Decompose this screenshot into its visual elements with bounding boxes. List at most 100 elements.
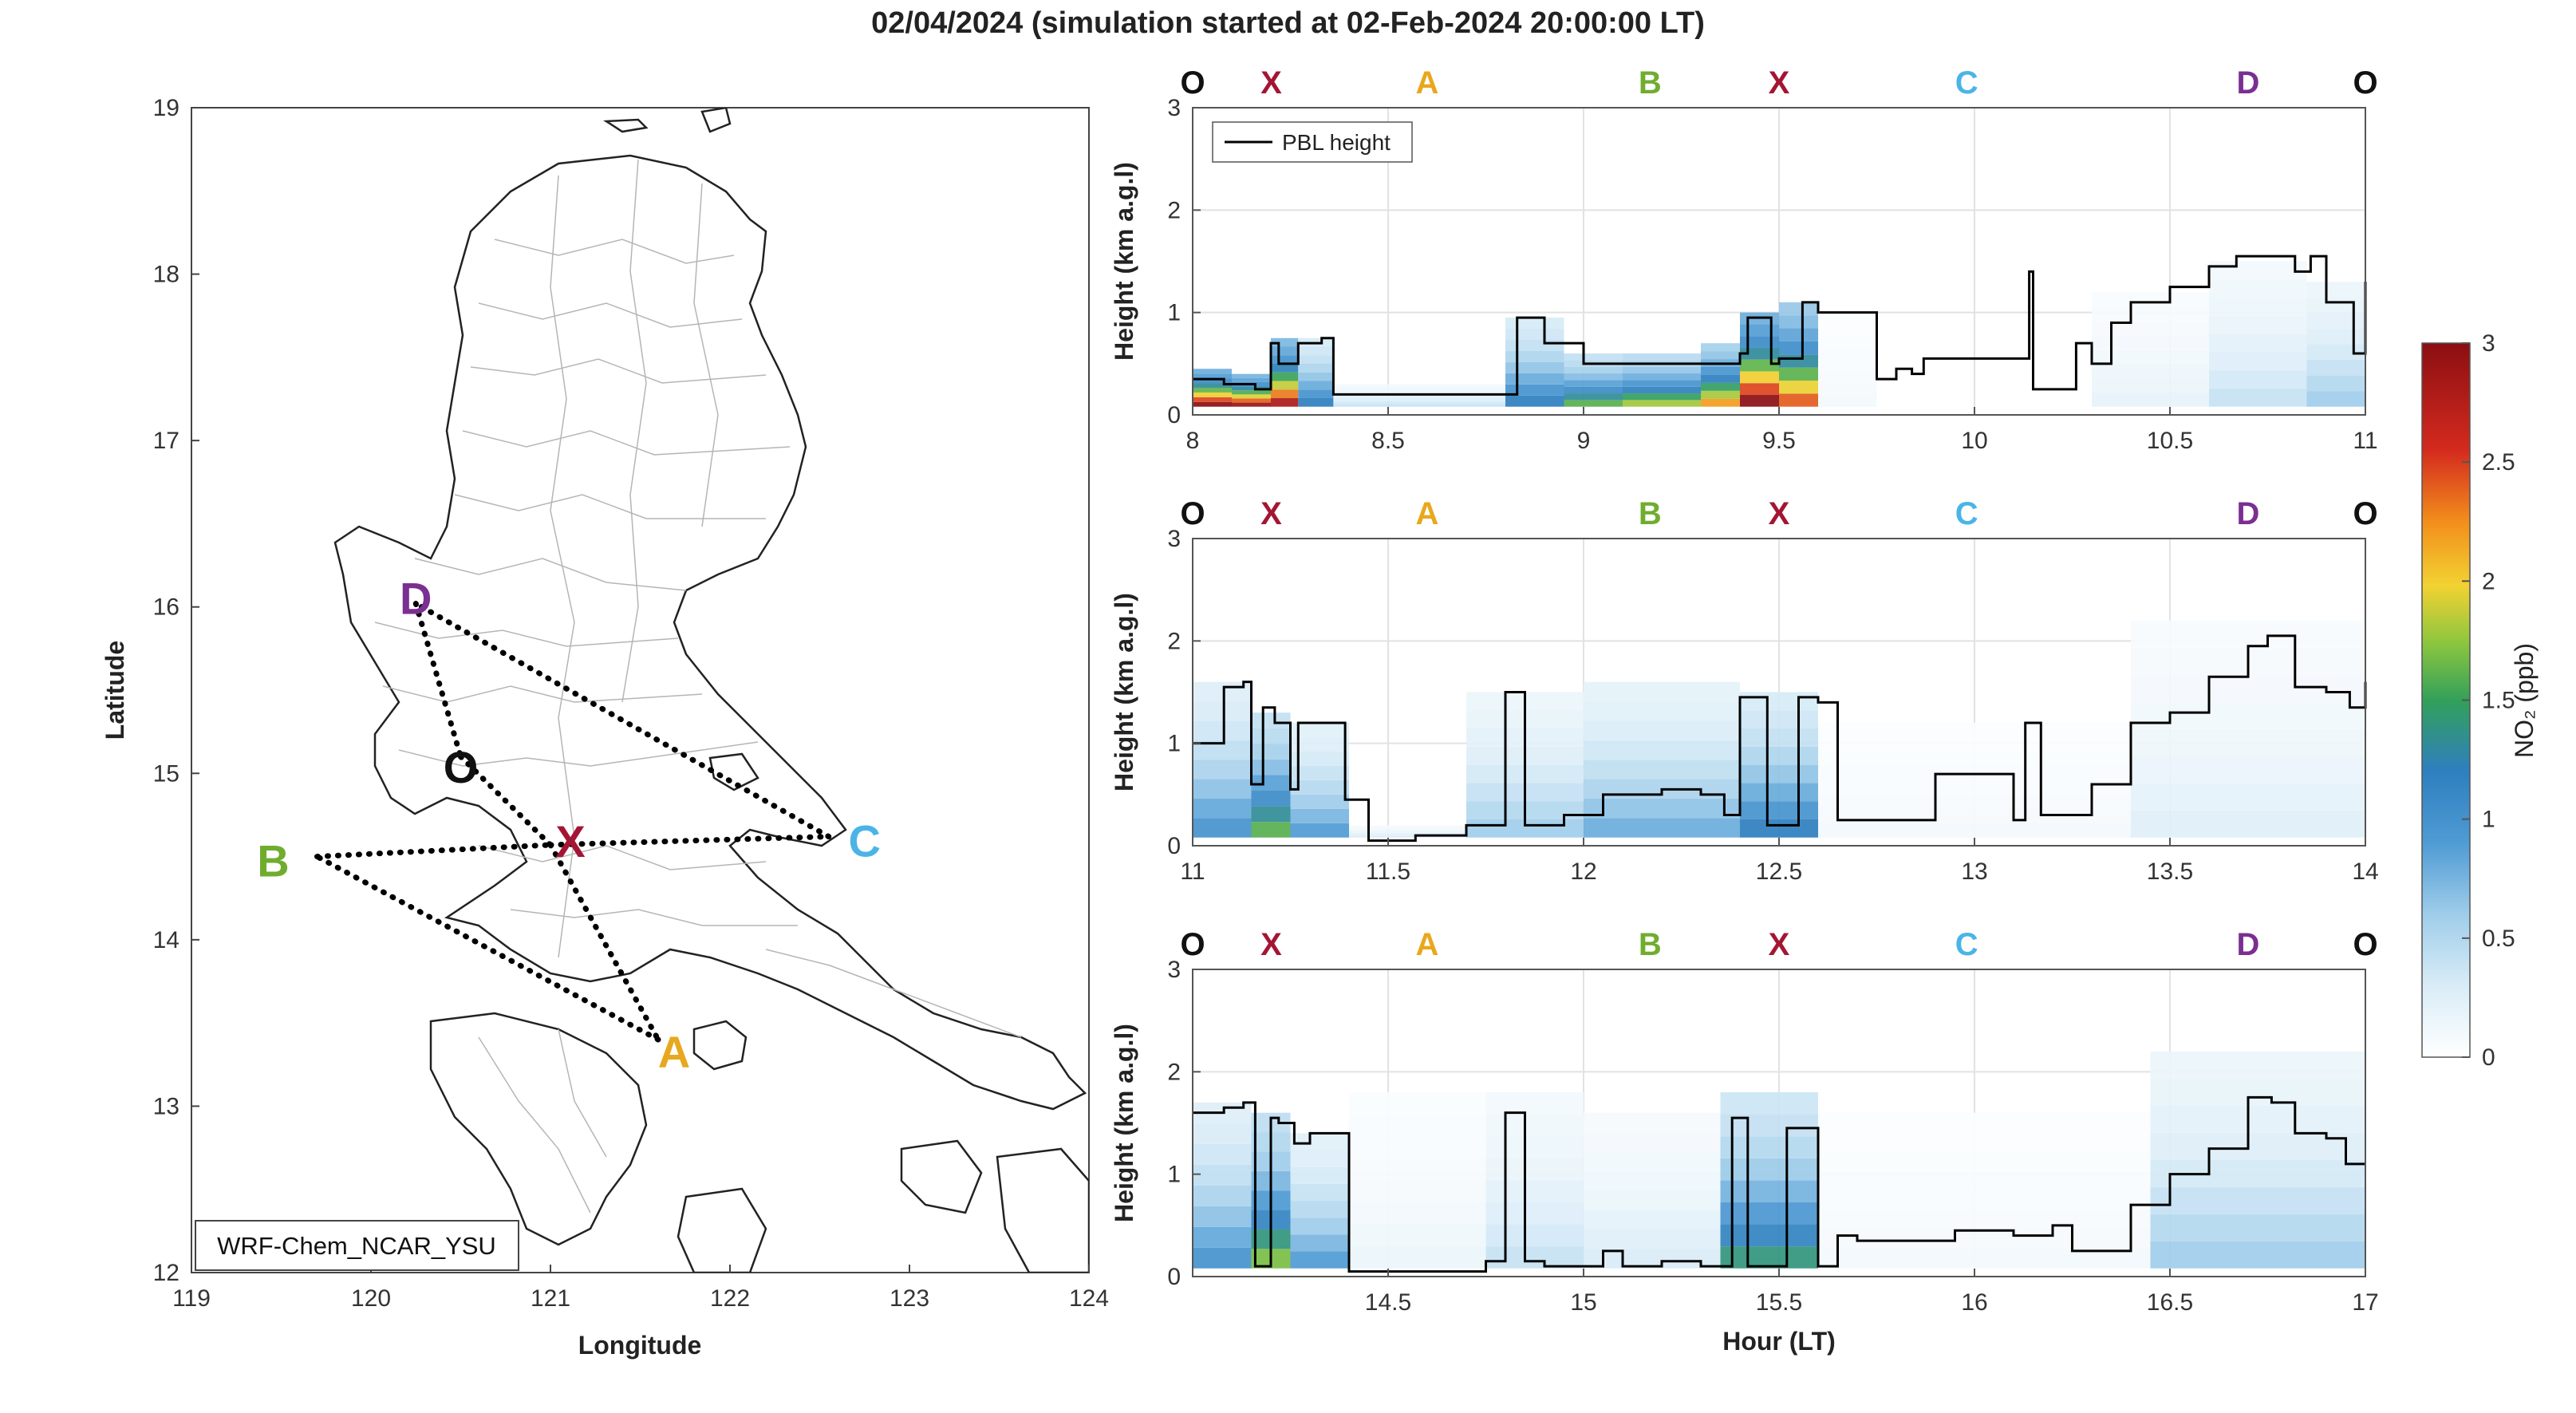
- no2-cell: [1349, 1092, 1486, 1115]
- y-tick-label: 3: [1167, 957, 1181, 983]
- route-label-C: C: [1955, 927, 1978, 962]
- no2-cell: [1818, 371, 1877, 384]
- x-tick-label: 9.5: [1762, 428, 1796, 454]
- no2-cell: [1818, 324, 1877, 337]
- no2-cell: [1193, 798, 1252, 819]
- no2-cell: [1818, 347, 1877, 360]
- no2-cell: [1584, 760, 1740, 780]
- no2-cell: [1290, 1218, 1349, 1235]
- y-tick-label: 2: [1167, 628, 1181, 654]
- no2-cell: [1720, 1246, 1818, 1269]
- no2-cell: [1564, 373, 1623, 381]
- route-segment: [458, 753, 554, 848]
- no2-cell: [1779, 302, 1818, 316]
- no2-cell: [1779, 328, 1818, 341]
- map-y-tick-label: 17: [153, 428, 179, 454]
- no2-cell: [2150, 1078, 2365, 1106]
- no2-cell: [1251, 791, 1291, 807]
- no2-cell: [1505, 318, 1564, 330]
- no2-cell: [1818, 1210, 2151, 1229]
- no2-cell: [1818, 336, 1877, 348]
- route-label-O: O: [1180, 65, 1205, 101]
- no2-cell: [2092, 292, 2209, 306]
- route-label-A: A: [1416, 927, 1439, 962]
- no2-cell: [1193, 1164, 1252, 1186]
- no2-cell: [1584, 1210, 1721, 1229]
- route-segment: [412, 601, 464, 760]
- no2-cell: [1701, 390, 1740, 399]
- no2-cell: [1584, 818, 1740, 838]
- no2-cell: [1193, 1247, 1252, 1269]
- no2-cell: [1290, 1166, 1349, 1184]
- no2-cell: [1740, 783, 1818, 802]
- no2-cell: [2092, 320, 2209, 335]
- no2-cell: [1349, 834, 1466, 836]
- no2-cell: [2150, 1105, 2365, 1133]
- no2-cell: [1485, 1136, 1584, 1158]
- no2-cell: [2150, 1051, 2365, 1079]
- map-y-tick-label: 16: [153, 594, 179, 621]
- y-tick-label: 3: [1167, 526, 1181, 552]
- no2-cell: [2209, 298, 2307, 316]
- pbl-height-line: [1193, 255, 2367, 396]
- no2-cell: [1584, 1190, 1721, 1210]
- no2-cell: [1701, 343, 1740, 352]
- no2-cell: [1193, 369, 1232, 374]
- no2-cell: [1193, 373, 1232, 379]
- no2-cell: [1193, 1185, 1252, 1206]
- no2-cell: [1193, 1143, 1252, 1165]
- route-label-D: D: [2237, 65, 2260, 101]
- panel-xlabel: Hour (LT): [1722, 1327, 1836, 1356]
- map-x-ticks: 119 120 121 122 123 124: [172, 1265, 1109, 1312]
- no2-cell: [1232, 402, 1271, 407]
- map-panel: D O X B C A 119 120 121 122 123 124 12 13 14 15 16 17 18…: [101, 95, 1109, 1360]
- model-label-box: [195, 1220, 519, 1271]
- no2-cell: [1290, 823, 1349, 838]
- route-label-B: B: [1639, 65, 1662, 101]
- route-label-X: X: [1260, 927, 1282, 962]
- y-tick-label: 1: [1167, 731, 1181, 757]
- route-label-A: A: [1416, 496, 1439, 531]
- no2-cell: [1232, 373, 1271, 378]
- no2-cell: [1290, 1133, 1349, 1151]
- map-x-tick-label: 123: [890, 1285, 929, 1312]
- no2-cell: [1251, 775, 1291, 791]
- y-tick-label: 3: [1167, 95, 1181, 121]
- no2-cell: [2131, 701, 2365, 729]
- no2-cell: [1290, 1183, 1349, 1202]
- x-tick-label: 11: [1180, 858, 1205, 885]
- no2-cell: [1740, 336, 1779, 348]
- x-tick-label: 13: [1961, 858, 1987, 885]
- no2-cell: [1271, 389, 1299, 398]
- route-label-O: O: [2353, 65, 2377, 101]
- no2-cell: [1193, 383, 1232, 388]
- no2-cell: [2306, 297, 2365, 314]
- no2-cell: [1818, 1229, 2151, 1249]
- masbate-island: [900, 1139, 983, 1214]
- colorbar-tick-label: 2: [2482, 568, 2495, 594]
- no2-cell: [1271, 372, 1299, 381]
- no2-cell: [1349, 835, 1466, 838]
- colorbar-tick-label: 3: [2482, 330, 2495, 357]
- no2-cell: [1584, 1151, 1721, 1171]
- no2-cell: [1740, 324, 1779, 337]
- x-tick-label: 15.5: [1756, 1289, 1802, 1316]
- no2-cell: [2092, 392, 2209, 407]
- route-label-X: X: [1769, 927, 1790, 962]
- no2-cell: [1333, 398, 1505, 401]
- no2-cell: [1251, 822, 1291, 838]
- no2-cell: [1623, 400, 1701, 407]
- y-tick-label: 2: [1167, 197, 1181, 223]
- no2-cell: [1193, 1206, 1252, 1227]
- map-x-tick-label: 119: [172, 1285, 211, 1312]
- no2-cell: [1779, 354, 1818, 368]
- route-label-O: O: [1180, 927, 1205, 962]
- route-point-labels: D O X B C A: [257, 573, 881, 1076]
- no2-cell: [1349, 1202, 1486, 1225]
- no2-cell: [2209, 352, 2307, 371]
- x-tick-label: 13.5: [2147, 858, 2193, 885]
- no2-cell: [2150, 1132, 2365, 1160]
- no2-cell: [1349, 828, 1466, 831]
- route-segment: [314, 854, 661, 1043]
